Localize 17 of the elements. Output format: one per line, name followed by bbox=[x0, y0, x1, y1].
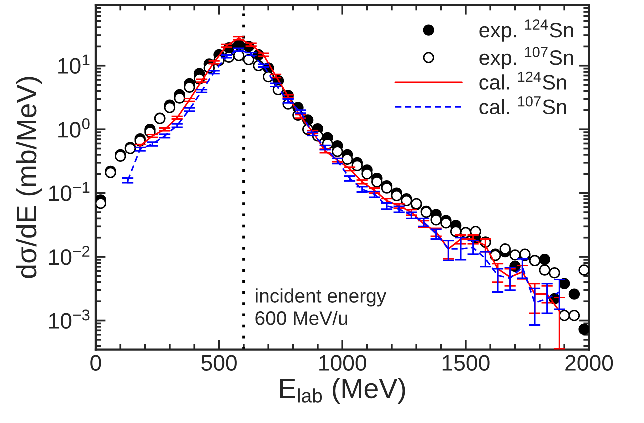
legend-label: exp. $^{107}$Sn bbox=[480, 47, 574, 70]
y-tick-label: 10$^{1}$ bbox=[58, 54, 90, 74]
y-tick-label: 10$^{0}$ bbox=[58, 118, 90, 138]
x-tick-label: 2000 bbox=[566, 355, 614, 372]
ref-line-label: incident energy 600 MeV/u bbox=[256, 288, 387, 326]
x-axis-title: E$_{lab}$ (MeV) bbox=[280, 378, 406, 404]
legend-label: cal. $^{107}$Sn bbox=[480, 96, 566, 115]
legend-label: cal. $^{124}$Sn bbox=[480, 72, 566, 90]
legend-label: exp. $^{124}$Sn bbox=[480, 20, 574, 42]
y-tick-label: 10$^{−2}$ bbox=[49, 246, 90, 266]
x-tick-label: 0 bbox=[90, 355, 102, 372]
x-tick-label: 500 bbox=[202, 355, 237, 372]
x-tick-label: 1500 bbox=[442, 355, 490, 372]
y-tick-label: 10$^{−3}$ bbox=[49, 310, 90, 330]
y-tick-label: 10$^{−1}$ bbox=[49, 182, 90, 202]
x-tick-label: 1000 bbox=[320, 355, 366, 372]
y-axis-title: dσ/dE (mb/MeV) bbox=[16, 77, 42, 278]
